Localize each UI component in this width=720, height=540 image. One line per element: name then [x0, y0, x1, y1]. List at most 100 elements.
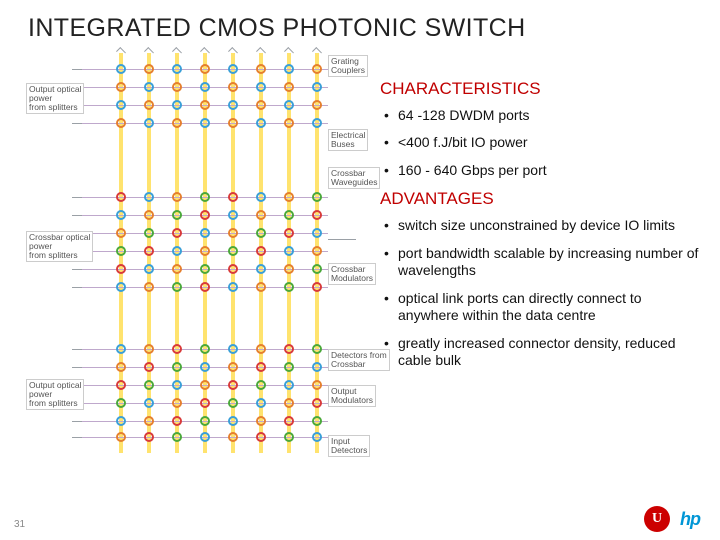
- label-output-power-1: Output optical power from splitters: [26, 83, 84, 114]
- ring-resonator: [200, 344, 210, 354]
- photonic-switch-diagram: Output optical power from splitters Cross…: [28, 49, 368, 469]
- ring-resonator: [284, 344, 294, 354]
- ring-resonator: [200, 82, 210, 92]
- optical-line: [72, 367, 82, 368]
- ring-resonator: [116, 362, 126, 372]
- ring-resonator: [200, 246, 210, 256]
- ring-resonator: [116, 100, 126, 110]
- ring-resonator: [312, 100, 322, 110]
- ring-resonator: [172, 380, 182, 390]
- ring-resonator: [312, 362, 322, 372]
- ring-resonator: [228, 246, 238, 256]
- optical-line: [72, 421, 82, 422]
- ring-resonator: [228, 118, 238, 128]
- ring-resonator: [172, 246, 182, 256]
- page-number: 31: [14, 519, 25, 530]
- ring-resonator: [116, 398, 126, 408]
- ring-resonator: [228, 210, 238, 220]
- ring-resonator: [312, 344, 322, 354]
- ring-resonator: [312, 118, 322, 128]
- ring-resonator: [144, 100, 154, 110]
- ring-resonator: [228, 192, 238, 202]
- ring-resonator: [172, 344, 182, 354]
- ring-resonator: [116, 210, 126, 220]
- list-item: <400 f.J/bit IO power: [398, 134, 700, 152]
- optical-line: [72, 269, 82, 270]
- ring-resonator: [200, 64, 210, 74]
- ring-resonator: [256, 100, 266, 110]
- ring-resonator: [228, 82, 238, 92]
- ring-resonator: [228, 228, 238, 238]
- ring-resonator: [116, 192, 126, 202]
- ring-resonator: [312, 192, 322, 202]
- ring-resonator: [228, 64, 238, 74]
- ring-resonator: [228, 432, 238, 442]
- label-crossbar-power: Crossbar optical power from splitters: [26, 231, 93, 262]
- ring-resonator: [312, 228, 322, 238]
- ring-resonator: [200, 362, 210, 372]
- optical-line: [72, 215, 82, 216]
- ring-resonator: [256, 192, 266, 202]
- ring-resonator: [256, 82, 266, 92]
- ring-resonator: [172, 416, 182, 426]
- ring-resonator: [116, 228, 126, 238]
- optical-line: [72, 123, 82, 124]
- ring-resonator: [200, 282, 210, 292]
- ring-resonator: [200, 432, 210, 442]
- ring-resonator: [256, 228, 266, 238]
- ring-resonator: [284, 192, 294, 202]
- ring-resonator: [284, 82, 294, 92]
- ring-resonator: [284, 210, 294, 220]
- ring-resonator: [256, 246, 266, 256]
- ring-resonator: [116, 432, 126, 442]
- advantages-list: switch size unconstrained by device IO l…: [380, 217, 700, 370]
- ring-resonator: [144, 344, 154, 354]
- grating-coupler-icon: [312, 47, 322, 57]
- grating-coupler-icon: [284, 47, 294, 57]
- label-crossbar-waveguides: Crossbar Waveguides: [328, 167, 380, 189]
- ring-resonator: [200, 228, 210, 238]
- ring-resonator: [116, 118, 126, 128]
- ring-resonator: [228, 362, 238, 372]
- ring-resonator: [284, 100, 294, 110]
- optical-line: [72, 349, 82, 350]
- ring-resonator: [116, 64, 126, 74]
- ring-resonator: [312, 210, 322, 220]
- ring-resonator: [228, 380, 238, 390]
- ring-resonator: [172, 82, 182, 92]
- ring-resonator: [284, 228, 294, 238]
- ring-resonator: [116, 416, 126, 426]
- optical-line: [72, 197, 82, 198]
- ring-resonator: [172, 362, 182, 372]
- grating-coupler-icon: [172, 47, 182, 57]
- ring-resonator: [116, 264, 126, 274]
- ring-resonator: [312, 282, 322, 292]
- ring-resonator: [312, 246, 322, 256]
- ring-resonator: [144, 228, 154, 238]
- ring-resonator: [144, 264, 154, 274]
- ring-resonator: [144, 82, 154, 92]
- label-output-power-2: Output optical power from splitters: [26, 379, 84, 410]
- ring-resonator: [200, 398, 210, 408]
- ring-resonator: [200, 192, 210, 202]
- utah-logo-icon: U: [644, 506, 670, 532]
- ring-resonator: [172, 64, 182, 74]
- list-item: 160 - 640 Gbps per port: [398, 162, 700, 180]
- ring-resonator: [256, 118, 266, 128]
- ring-resonator: [200, 118, 210, 128]
- ring-resonator: [228, 416, 238, 426]
- ring-resonator: [116, 282, 126, 292]
- ring-resonator: [200, 100, 210, 110]
- ring-resonator: [144, 192, 154, 202]
- list-item: greatly increased connector density, red…: [398, 335, 700, 370]
- ring-resonator: [312, 64, 322, 74]
- ring-resonator: [284, 432, 294, 442]
- ring-resonator: [200, 380, 210, 390]
- ring-resonator: [172, 282, 182, 292]
- ring-resonator: [228, 344, 238, 354]
- ring-resonator: [172, 264, 182, 274]
- ring-resonator: [228, 398, 238, 408]
- ring-resonator: [172, 118, 182, 128]
- ring-resonator: [172, 432, 182, 442]
- ring-resonator: [256, 264, 266, 274]
